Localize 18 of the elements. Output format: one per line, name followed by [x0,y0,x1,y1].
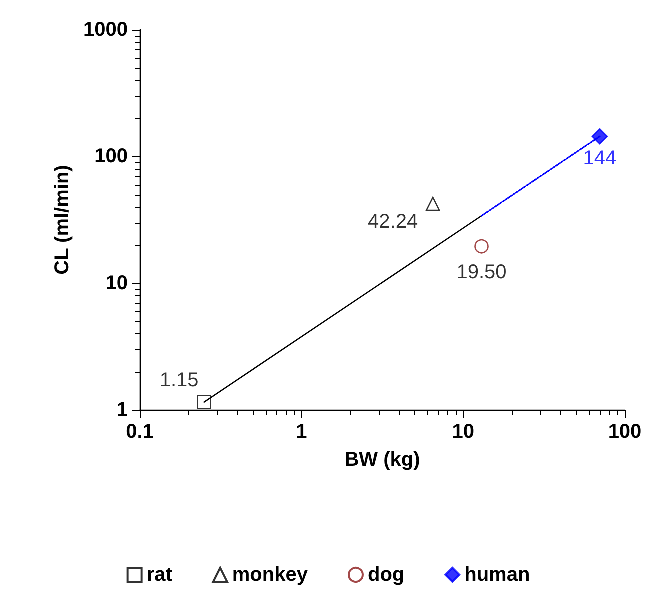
x-tick-label: 1 [296,421,308,443]
legend-label: rat [146,564,173,586]
data-label: 42.24 [368,211,418,234]
y-axis-title: CL (ml/min) [52,165,74,275]
y-tick-label: 1000 [84,19,128,41]
data-label: 144 [583,148,617,170]
data-label: 1.15 [160,369,199,392]
data-label: 19.50 [456,262,507,284]
x-tick-label: 0.1 [126,421,154,443]
y-tick-label: 10 [106,272,128,294]
legend-label: dog [368,564,405,586]
legend-label: monkey [232,564,309,586]
y-tick-label: 100 [94,146,128,168]
y-tick-label: 1 [116,399,128,421]
x-tick-label: 10 [452,421,474,443]
x-tick-label: 100 [608,421,642,443]
x-axis-title: BW (kg) [344,449,420,471]
legend-label: human [464,564,530,586]
